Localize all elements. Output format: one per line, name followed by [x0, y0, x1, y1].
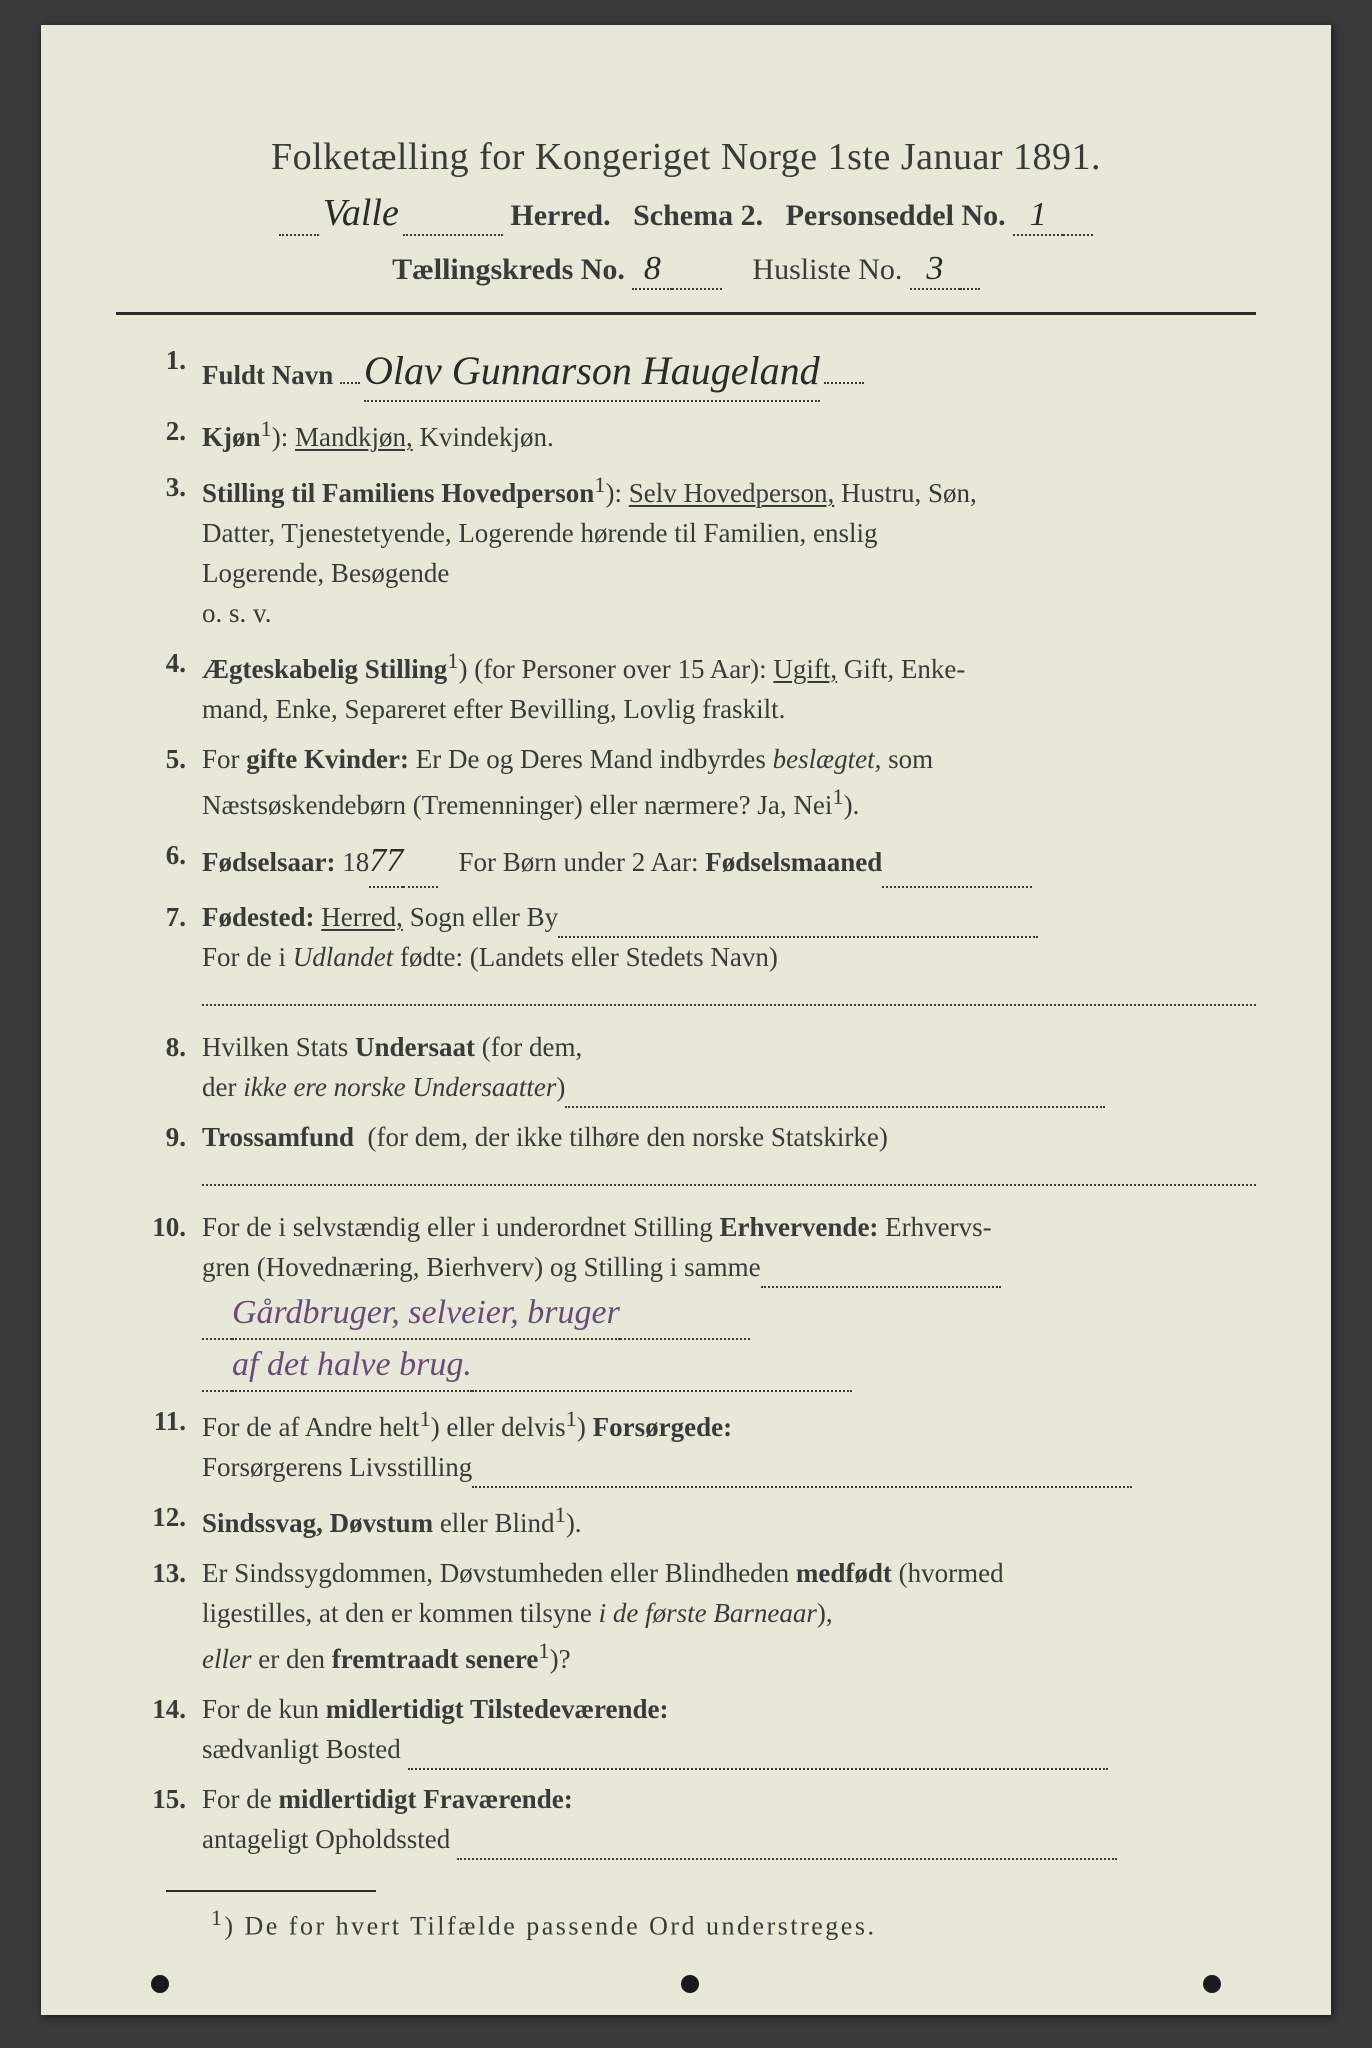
- schema-label: Schema 2.: [633, 199, 763, 232]
- item-7: 7. Fødested: Herred, Sogn eller By For d…: [128, 898, 1256, 1018]
- item-5: 5. For gifte Kvinder: Er De og Deres Man…: [128, 740, 1256, 826]
- position-selected: Selv Hovedperson,: [629, 478, 834, 508]
- punch-hole-icon: [1203, 1975, 1221, 1993]
- item-14: 14. For de kun midlertidigt Tilstedevære…: [128, 1690, 1256, 1770]
- footnote-rule: [166, 1890, 376, 1892]
- item-2: 2. Kjøn1): Mandkjøn, Kvindekjøn.: [128, 412, 1256, 458]
- item-3: 3. Stilling til Familiens Hovedperson1):…: [128, 468, 1256, 634]
- title-block: Folketælling for Kongeriget Norge 1ste J…: [116, 135, 1256, 290]
- item-11: 11. For de af Andre helt1) eller delvis1…: [128, 1402, 1256, 1488]
- kreds-label: Tællingskreds No.: [392, 253, 625, 286]
- form-items: 1. Fuldt Navn Olav Gunnarson Haugeland 2…: [128, 341, 1256, 1860]
- husliste-label: Husliste No.: [752, 253, 902, 286]
- item-9: 9. Trossamfund (for dem, der ikke tilhør…: [128, 1118, 1256, 1198]
- birthplace-selected: Herred,: [321, 902, 403, 932]
- item-15: 15. For de midlertidigt Fraværende: anta…: [128, 1780, 1256, 1860]
- punch-hole-icon: [151, 1975, 169, 1993]
- item-12: 12. Sindssvag, Døvstum eller Blind1).: [128, 1498, 1256, 1544]
- personseddel-label: Personseddel No.: [786, 199, 1006, 232]
- divider-rule: [116, 312, 1256, 315]
- personseddel-value: 1: [1013, 196, 1063, 236]
- item-8: 8. Hvilken Stats Undersaat (for dem, der…: [128, 1028, 1256, 1108]
- birth-year-value: 77: [369, 836, 403, 888]
- item-1: 1. Fuldt Navn Olav Gunnarson Haugeland: [128, 341, 1256, 402]
- herred-label: Herred.: [510, 199, 610, 232]
- punch-hole-icon: [681, 1975, 699, 1993]
- occupation-line1: Gårdbruger, selveier, bruger: [232, 1288, 620, 1340]
- husliste-value: 3: [910, 250, 960, 290]
- sex-selected: Mandkjøn,: [295, 422, 413, 452]
- item-10: 10. For de i selvstændig eller i underor…: [128, 1208, 1256, 1393]
- title-main: Folketælling for Kongeriget Norge 1ste J…: [116, 135, 1256, 179]
- full-name-value: Olav Gunnarson Haugeland: [364, 341, 820, 402]
- title-kreds-line: Tællingskreds No. 8 Husliste No. 3: [116, 250, 1256, 290]
- item-13: 13. Er Sindssygdommen, Døvstumheden elle…: [128, 1554, 1256, 1680]
- marital-selected: Ugift,: [773, 654, 837, 684]
- occupation-line2: af det halve brug.: [232, 1340, 472, 1392]
- item-4: 4. Ægteskabelig Stilling1) (for Personer…: [128, 644, 1256, 730]
- kreds-value: 8: [632, 250, 672, 290]
- title-herred-line: Valle Herred. Schema 2. Personseddel No.…: [116, 191, 1256, 236]
- item-6: 6. Fødselsaar: 1877 For Børn under 2 Aar…: [128, 836, 1256, 888]
- herred-value: Valle: [323, 191, 399, 235]
- census-form-page: Folketælling for Kongeriget Norge 1ste J…: [41, 25, 1331, 2015]
- footnote: 1) De for hvert Tilfælde passende Ord un…: [211, 1906, 1256, 1942]
